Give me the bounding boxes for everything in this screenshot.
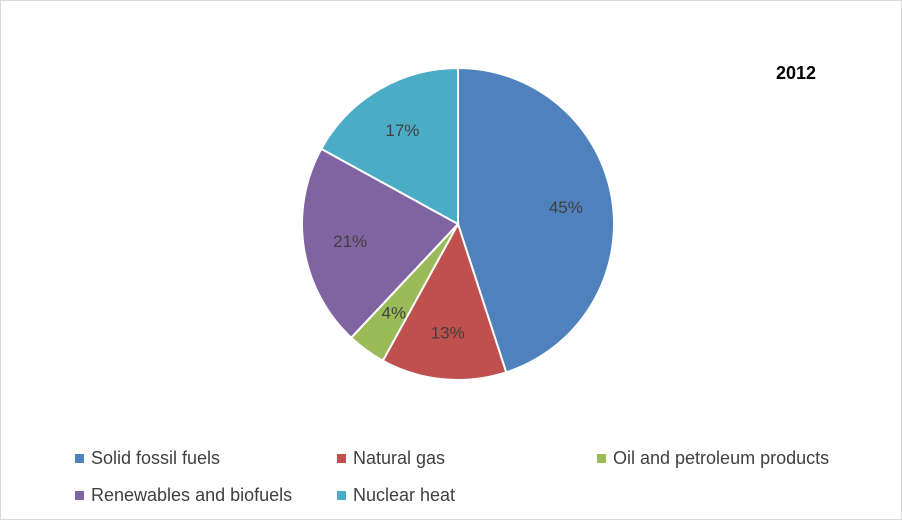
slice-nuclear-heat (319, 66, 459, 226)
legend-item-nuclear-heat: Nuclear heat (337, 484, 455, 506)
slice-natural-gas (381, 221, 508, 381)
legend-swatch (75, 490, 84, 500)
slice-solid-fossil-fuels (457, 66, 615, 374)
legend-label: Renewables and biofuels (91, 484, 293, 505)
legend-item-natural-gas: Natural gas (337, 447, 445, 469)
legend-swatch (337, 490, 346, 500)
slice-renewables-and-biofuels (301, 147, 460, 340)
data-label: 13% (431, 324, 465, 343)
chart-title: 2012 (776, 63, 817, 83)
legend-swatch (597, 453, 606, 463)
legend-label: Oil and petroleum products (613, 447, 830, 468)
legend-swatch (75, 453, 84, 463)
data-label: 21% (333, 232, 367, 251)
legend-label: Natural gas (353, 447, 446, 468)
legend-item-solid-fossil-fuels: Solid fossil fuels (75, 447, 220, 469)
legend-item-oil-and-petroleum-products: Oil and petroleum products (597, 447, 829, 469)
legend-item-renewables-and-biofuels: Renewables and biofuels (75, 484, 292, 506)
legend-label: Nuclear heat (353, 484, 456, 505)
data-label: 17% (385, 121, 419, 140)
legend-swatch (337, 453, 346, 463)
legend-label: Solid fossil fuels (91, 447, 221, 468)
data-label: 4% (382, 303, 407, 322)
data-label: 45% (549, 198, 583, 217)
